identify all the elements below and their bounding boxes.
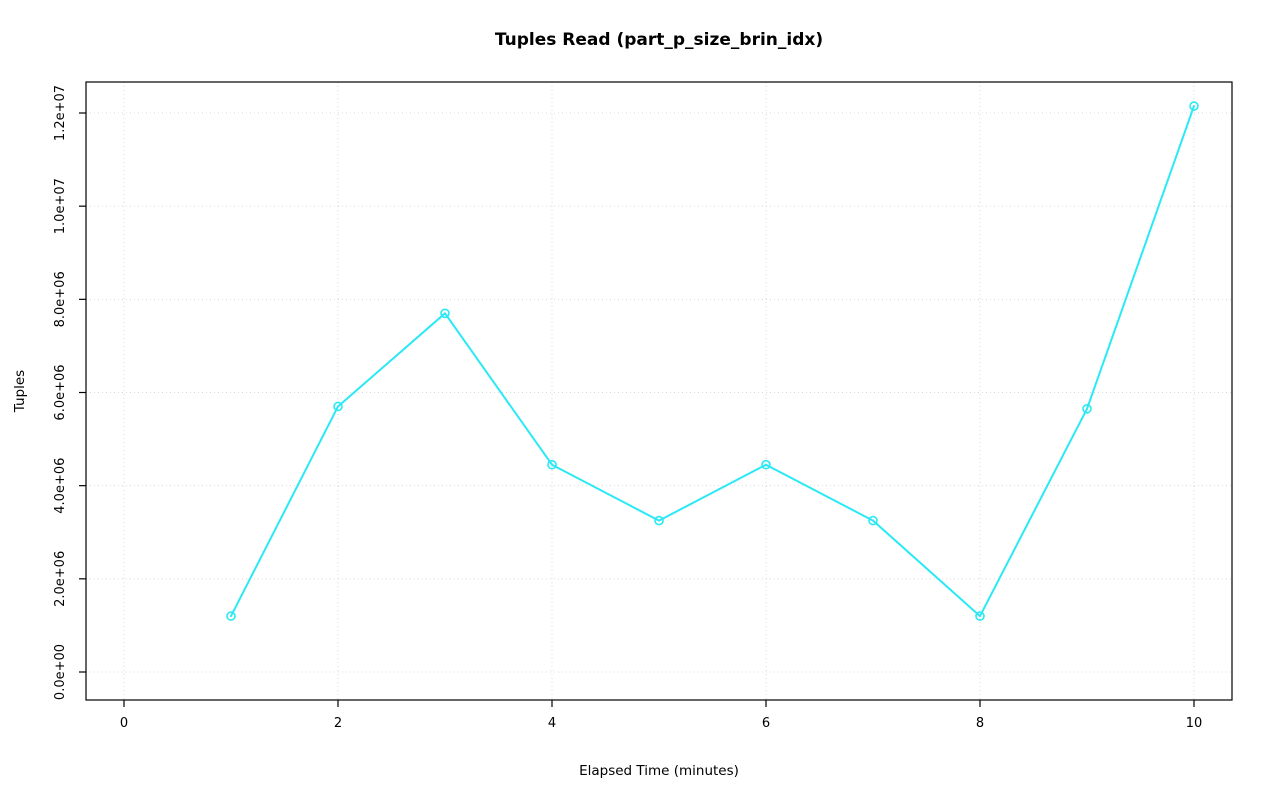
data-point [654, 515, 664, 526]
data-point [868, 515, 878, 526]
y-tick-label: 8.0e+06 [53, 271, 68, 327]
data-point [547, 459, 557, 470]
plot-frame [85, 81, 1233, 701]
data-point [440, 308, 450, 319]
data-point [333, 401, 343, 412]
chart-title: Tuples Read (part_p_size_brin_idx) [494, 30, 824, 50]
x-tick-label: 0 [120, 716, 128, 731]
y-tick-label: 6.0e+06 [53, 364, 68, 420]
y-tick-label: 4.0e+06 [53, 458, 68, 514]
data-point [1189, 101, 1199, 111]
data-point [1082, 404, 1092, 414]
data-point [975, 611, 985, 621]
data-point [761, 459, 771, 470]
y-tick-label: 0.0e+00 [53, 644, 68, 700]
y-axis-label: Tuples [12, 369, 28, 413]
x-tick-label: 2 [334, 716, 342, 731]
y-tick-label: 2.0e+06 [53, 551, 68, 607]
x-axis-label: Elapsed Time (minutes) [579, 763, 739, 779]
x-tick-label: 8 [976, 716, 984, 731]
y-tick-label: 1.0e+07 [53, 178, 68, 234]
x-tick-label: 10 [1186, 716, 1203, 731]
x-tick-label: 4 [548, 716, 556, 731]
series-line [230, 105, 1195, 618]
x-tick-label: 6 [762, 716, 770, 731]
data-point [226, 611, 236, 621]
y-tick-label: 1.2e+07 [53, 85, 68, 141]
